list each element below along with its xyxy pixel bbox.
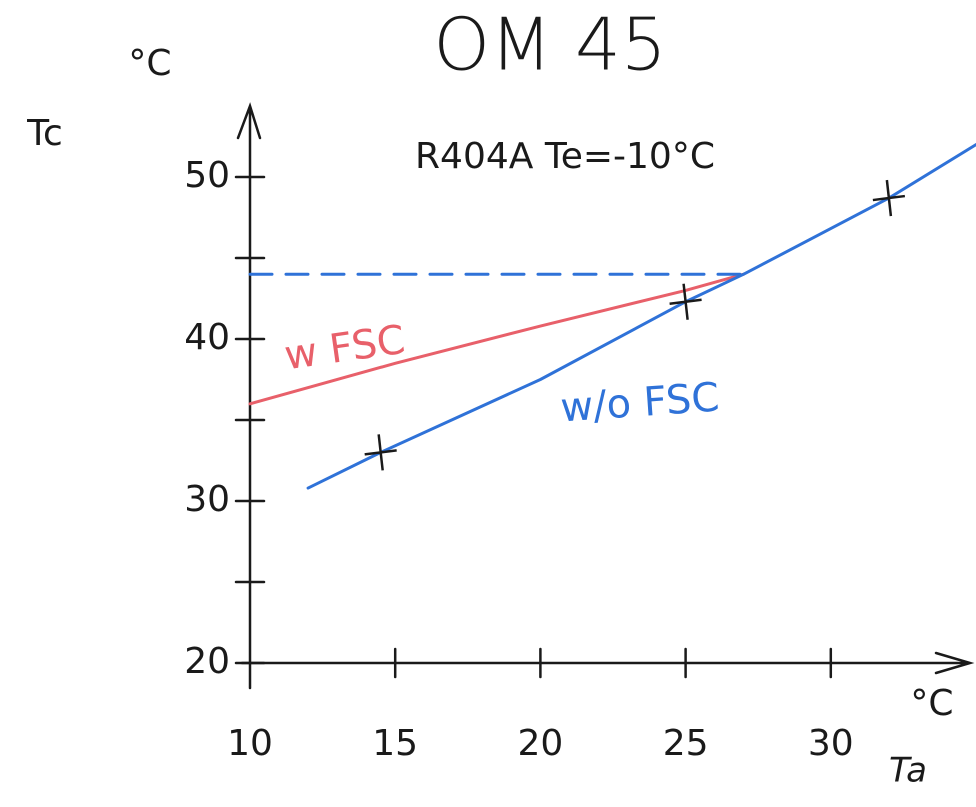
x-tick-label: 15 [372, 723, 418, 764]
y-tick-label: 20 [184, 641, 230, 682]
point-marker [365, 434, 397, 470]
x-axis [242, 653, 970, 673]
y-axis-label: Tc [26, 113, 63, 154]
series-line [308, 145, 976, 488]
point-marker [873, 180, 905, 216]
series-label: w/o FSC [559, 375, 721, 432]
page: {"chart_data": { "type": "line", "title"… [0, 0, 976, 807]
x-tick-label: 20 [517, 723, 563, 764]
y-tick-label: 40 [184, 317, 230, 358]
x-tick-label: 25 [663, 723, 709, 764]
x-tick-label: 30 [808, 723, 854, 764]
chart-subtitle: R404A Te=-10°C [415, 136, 715, 177]
chart: OM 45 R404A Te=-10°C °C Tc °C Ta 20 30 40 5… [0, 0, 976, 807]
y-tick-label: 50 [184, 155, 230, 196]
y-unit: °C [128, 43, 171, 84]
y-tick-label: 30 [184, 479, 230, 520]
chart-title: OM 45 [433, 3, 666, 87]
series-label: w FSC [282, 317, 408, 379]
x-axis-label: Ta [889, 751, 927, 791]
x-unit: °C [910, 683, 953, 724]
y-axis [238, 106, 260, 688]
x-tick-label: 10 [227, 723, 273, 764]
